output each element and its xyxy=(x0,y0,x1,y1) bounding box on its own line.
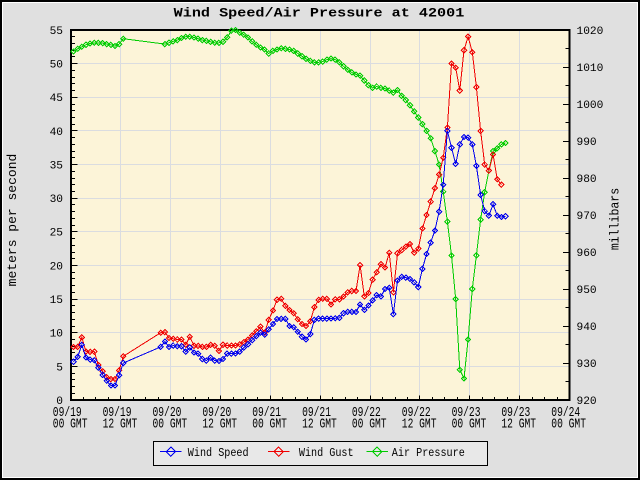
svg-text:00 GMT: 00 GMT xyxy=(352,417,387,433)
svg-text:40: 40 xyxy=(50,127,64,139)
svg-text:00 GMT: 00 GMT xyxy=(452,417,487,433)
svg-text:20: 20 xyxy=(50,261,64,273)
svg-text:Wind Speed/Air Pressure at 420: Wind Speed/Air Pressure at 42001 xyxy=(174,6,465,21)
svg-text:960: 960 xyxy=(577,248,597,260)
svg-text:09/20: 09/20 xyxy=(153,405,182,421)
svg-text:00 GMT: 00 GMT xyxy=(53,417,88,433)
svg-text:950: 950 xyxy=(577,285,597,297)
svg-text:meters per second: meters per second xyxy=(5,154,20,287)
svg-text:12 GMT: 12 GMT xyxy=(302,417,337,433)
svg-text:09/22: 09/22 xyxy=(352,405,381,421)
svg-text:09/24: 09/24 xyxy=(551,405,580,421)
svg-text:1000: 1000 xyxy=(577,100,604,112)
svg-text:12 GMT: 12 GMT xyxy=(103,417,138,433)
svg-text:55: 55 xyxy=(50,26,63,38)
svg-text:10: 10 xyxy=(50,329,64,341)
svg-text:45: 45 xyxy=(50,93,63,105)
svg-text:09/19: 09/19 xyxy=(53,405,82,421)
svg-text:920: 920 xyxy=(577,396,597,408)
svg-text:09/23: 09/23 xyxy=(452,405,481,421)
svg-text:0: 0 xyxy=(56,396,63,408)
svg-text:12 GMT: 12 GMT xyxy=(202,417,237,433)
svg-text:12 GMT: 12 GMT xyxy=(501,417,536,433)
svg-text:35: 35 xyxy=(50,160,63,172)
svg-text:Wind Speed: Wind Speed xyxy=(188,446,249,460)
svg-text:1010: 1010 xyxy=(577,63,604,75)
svg-text:980: 980 xyxy=(577,174,597,186)
svg-text:00 GMT: 00 GMT xyxy=(551,417,586,433)
svg-text:15: 15 xyxy=(50,295,63,307)
svg-text:30: 30 xyxy=(50,194,64,206)
svg-text:09/21: 09/21 xyxy=(302,405,331,421)
svg-text:00 GMT: 00 GMT xyxy=(252,417,287,433)
svg-text:09/20: 09/20 xyxy=(202,405,231,421)
svg-text:09/19: 09/19 xyxy=(103,405,132,421)
svg-text:1020: 1020 xyxy=(577,26,604,38)
svg-text:09/21: 09/21 xyxy=(252,405,281,421)
svg-text:25: 25 xyxy=(50,228,63,240)
svg-text:930: 930 xyxy=(577,359,597,371)
svg-text:12 GMT: 12 GMT xyxy=(402,417,437,433)
svg-text:50: 50 xyxy=(50,60,64,72)
svg-text:Wind Gust: Wind Gust xyxy=(299,446,354,460)
svg-text:09/22: 09/22 xyxy=(402,405,431,421)
svg-text:millibars: millibars xyxy=(608,188,622,250)
svg-text:00 GMT: 00 GMT xyxy=(153,417,188,433)
svg-text:940: 940 xyxy=(577,322,597,334)
svg-text:Air Pressure: Air Pressure xyxy=(392,446,465,460)
svg-text:970: 970 xyxy=(577,211,597,223)
svg-text:990: 990 xyxy=(577,137,597,149)
svg-text:5: 5 xyxy=(56,362,63,374)
svg-text:09/23: 09/23 xyxy=(501,405,530,421)
